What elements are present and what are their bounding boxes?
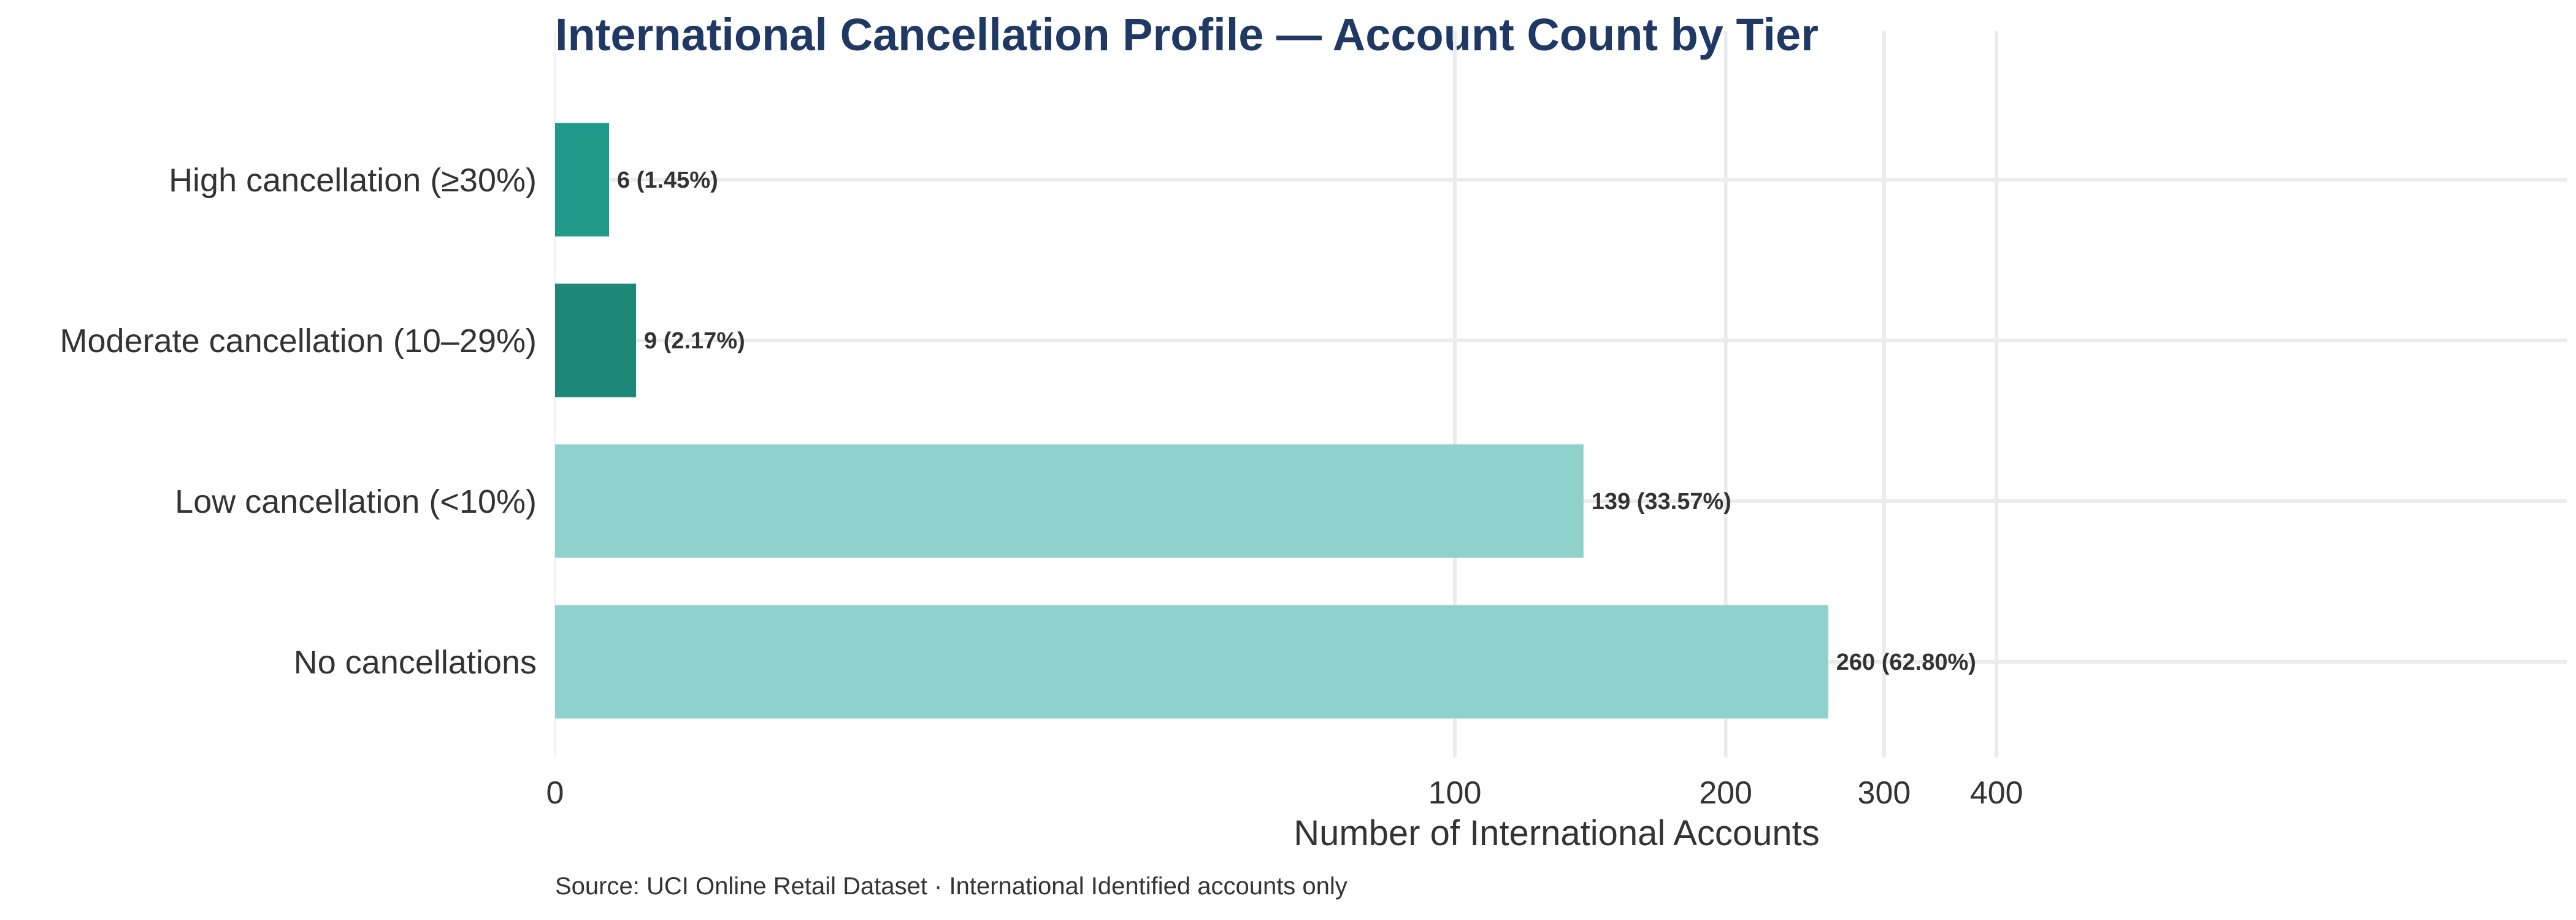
x-tick-label-400: 400 [1970, 775, 2023, 811]
data-label-3: 139 (33.57%) [1592, 489, 1731, 515]
data-label-4: 260 (62.80%) [1836, 650, 1976, 675]
category-label-4: No cancellations [294, 644, 537, 681]
category-label-3: Low cancellation (<10%) [175, 483, 537, 520]
x-tick-label-300: 300 [1858, 775, 1911, 811]
category-label-1: High cancellation (≥30%) [169, 162, 537, 199]
chart-title: International Cancellation Profile — Acc… [555, 9, 1819, 60]
data-labels: 6 (1.45%) 9 (2.17%) 139 (33.57%) 260 (62.80… [617, 167, 1976, 675]
x-tick-label-0: 0 [546, 775, 564, 811]
x-tick-label-200: 200 [1699, 775, 1752, 811]
category-label-2: Moderate cancellation (10–29%) [60, 323, 537, 359]
bar-4 [555, 605, 1828, 719]
data-label-1: 6 (1.45%) [617, 167, 718, 193]
x-axis-ticks: 0 100 200 300 400 [546, 775, 2023, 811]
x-tick-label-100: 100 [1428, 775, 1482, 811]
bars [555, 123, 1828, 719]
category-labels: High cancellation (≥30%) Moderate cancell… [60, 162, 537, 681]
data-label-2: 9 (2.17%) [644, 328, 745, 354]
bar-3 [555, 444, 1584, 558]
x-axis-title: Number of International Accounts [1294, 813, 1820, 853]
bar-2 [555, 283, 637, 397]
bar-1 [555, 123, 610, 237]
source-note: Source: UCI Online Retail Dataset · Inte… [555, 873, 1347, 900]
